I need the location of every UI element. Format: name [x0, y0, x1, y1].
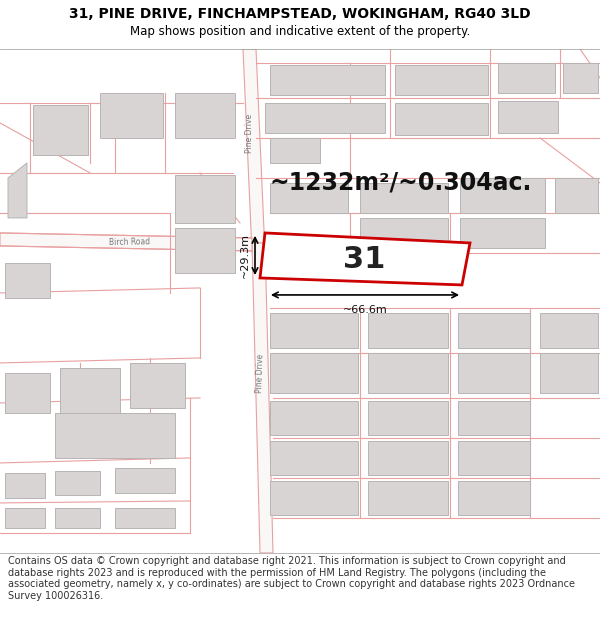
- Polygon shape: [60, 368, 120, 413]
- Polygon shape: [270, 353, 358, 393]
- Polygon shape: [5, 508, 45, 528]
- Polygon shape: [460, 218, 545, 248]
- Text: 31, PINE DRIVE, FINCHAMPSTEAD, WOKINGHAM, RG40 3LD: 31, PINE DRIVE, FINCHAMPSTEAD, WOKINGHAM…: [69, 8, 531, 21]
- Polygon shape: [33, 105, 88, 155]
- Polygon shape: [175, 93, 235, 138]
- Polygon shape: [270, 183, 348, 213]
- Text: Pine Drive: Pine Drive: [256, 353, 266, 392]
- Polygon shape: [270, 138, 320, 163]
- Polygon shape: [540, 313, 598, 348]
- Polygon shape: [115, 508, 175, 528]
- Polygon shape: [100, 93, 163, 138]
- Polygon shape: [368, 313, 448, 348]
- Polygon shape: [540, 353, 598, 393]
- Text: Pine Drive: Pine Drive: [245, 113, 254, 152]
- Polygon shape: [270, 441, 358, 475]
- Polygon shape: [130, 363, 185, 408]
- Polygon shape: [55, 471, 100, 495]
- Polygon shape: [368, 401, 448, 435]
- Polygon shape: [368, 481, 448, 515]
- Polygon shape: [360, 218, 448, 248]
- Polygon shape: [252, 243, 273, 553]
- Polygon shape: [260, 233, 470, 285]
- Polygon shape: [368, 441, 448, 475]
- Polygon shape: [0, 233, 252, 251]
- Polygon shape: [5, 263, 50, 298]
- Polygon shape: [555, 178, 598, 213]
- Polygon shape: [458, 353, 530, 393]
- Polygon shape: [265, 103, 385, 133]
- Polygon shape: [458, 441, 530, 475]
- Polygon shape: [270, 313, 358, 348]
- Polygon shape: [498, 101, 558, 133]
- Text: 31: 31: [343, 245, 385, 274]
- Polygon shape: [563, 63, 598, 93]
- Text: Map shows position and indicative extent of the property.: Map shows position and indicative extent…: [130, 25, 470, 38]
- Polygon shape: [360, 183, 448, 213]
- Polygon shape: [498, 63, 555, 93]
- Polygon shape: [458, 401, 530, 435]
- Polygon shape: [55, 508, 100, 528]
- Polygon shape: [395, 103, 488, 135]
- Polygon shape: [458, 313, 530, 348]
- Polygon shape: [175, 228, 235, 273]
- Text: ~29.3m: ~29.3m: [240, 233, 250, 278]
- Polygon shape: [270, 65, 385, 95]
- Polygon shape: [8, 163, 27, 218]
- Polygon shape: [115, 468, 175, 493]
- Text: ~1232m²/~0.304ac.: ~1232m²/~0.304ac.: [270, 171, 532, 195]
- Polygon shape: [55, 413, 175, 458]
- Polygon shape: [270, 401, 358, 435]
- Text: Birch Road: Birch Road: [109, 237, 151, 247]
- Polygon shape: [368, 353, 448, 393]
- Polygon shape: [270, 481, 358, 515]
- Polygon shape: [460, 178, 545, 213]
- Polygon shape: [243, 49, 265, 253]
- Polygon shape: [5, 473, 45, 498]
- Polygon shape: [175, 175, 235, 223]
- Text: Contains OS data © Crown copyright and database right 2021. This information is : Contains OS data © Crown copyright and d…: [8, 556, 575, 601]
- Polygon shape: [5, 373, 50, 413]
- Polygon shape: [458, 481, 530, 515]
- Polygon shape: [395, 65, 488, 95]
- Text: ~66.6m: ~66.6m: [343, 305, 388, 315]
